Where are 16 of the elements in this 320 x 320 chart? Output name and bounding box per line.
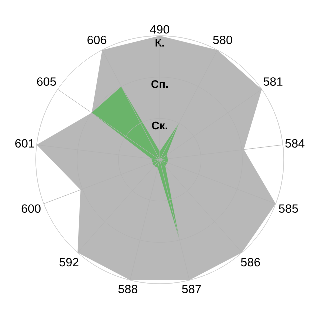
spoke-label: 606 [88,36,107,44]
y-tick-label: Ск. [152,122,168,130]
spoke-label: 585 [279,204,298,214]
spoke-label: 588 [118,285,138,294]
spoke-label: 586 [241,258,260,267]
spoke-label: 587 [182,285,202,294]
spoke-label: 581 [264,78,283,86]
spoke-label: 600 [22,204,41,214]
spoke-label: 601 [16,139,34,148]
spoke-label: 580 [213,36,232,44]
spoke-label: 592 [60,258,79,267]
y-tick-label: К. [156,39,164,47]
spoke-label: 584 [286,139,305,148]
y-tick-label: Сп. [152,80,168,88]
spoke-label: 490 [150,25,170,34]
spoke-label: 605 [37,78,56,86]
